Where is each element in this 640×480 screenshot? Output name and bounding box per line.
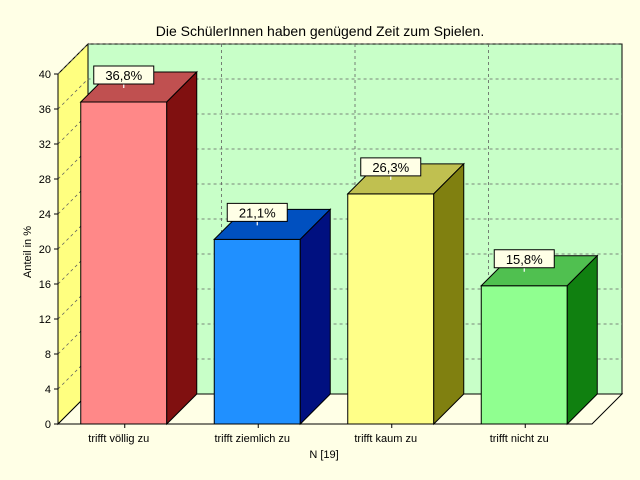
bar-front <box>213 238 301 425</box>
bar-side <box>299 208 331 426</box>
y-tick-label: 32 <box>39 139 51 151</box>
bar-front <box>80 101 168 425</box>
y-tick-label: 16 <box>39 279 51 291</box>
chart-title: Die SchülerInnen haben genügend Zeit zum… <box>156 23 484 39</box>
data-label-text: 15,8% <box>506 252 543 267</box>
y-axis: 0 4 8 12 16 20 24 28 32 36 40 <box>39 69 59 431</box>
data-label: 15,8% <box>493 249 555 272</box>
y-tick-label: 12 <box>39 314 51 326</box>
x-tick-label: trifft kaum zu <box>354 433 417 445</box>
y-tick-label: 28 <box>39 174 51 186</box>
bar <box>346 162 465 426</box>
y-tick-label: 24 <box>39 209 51 221</box>
bar-side <box>566 254 598 426</box>
gridline <box>57 43 622 75</box>
data-label-text: 36,8% <box>105 68 142 83</box>
data-label-text: 21,1% <box>239 205 276 220</box>
bar <box>480 254 599 426</box>
y-tick-label: 36 <box>39 104 51 116</box>
bar <box>213 208 332 426</box>
bar <box>79 70 198 426</box>
y-tick-label: 4 <box>45 384 51 396</box>
y-tick-label: 40 <box>39 69 51 81</box>
data-label: 26,3% <box>360 157 422 180</box>
x-axis-title: N [19] <box>309 449 338 461</box>
bars <box>79 70 599 426</box>
bar-side <box>166 70 198 426</box>
y-axis-title: Anteil in % <box>22 226 34 278</box>
data-label: 21,1% <box>226 202 288 226</box>
x-tick-label: trifft völlig zu <box>88 433 149 445</box>
y-tick-label: 20 <box>39 244 51 256</box>
data-label-text: 26,3% <box>372 160 409 175</box>
data-label-box <box>226 202 288 222</box>
gridline <box>57 78 622 110</box>
data-labels: 36,8% 21,1% 26,3% 15,8% <box>93 65 555 272</box>
bar-front <box>347 193 435 425</box>
data-label-box <box>493 249 555 269</box>
data-label-box <box>93 65 155 85</box>
y-tick-label: 0 <box>45 419 51 431</box>
data-label-box <box>360 157 422 177</box>
x-axis: trifft völlig zu trifft ziemlich zu trifft… <box>58 423 592 445</box>
y-tick-label: 8 <box>45 349 51 361</box>
x-tick-label: trifft ziemlich zu <box>214 433 290 445</box>
bar-side <box>433 162 465 426</box>
data-label: 36,8% <box>93 65 155 88</box>
x-tick-label: trifft nicht zu <box>490 433 549 445</box>
bar-front <box>480 285 568 425</box>
